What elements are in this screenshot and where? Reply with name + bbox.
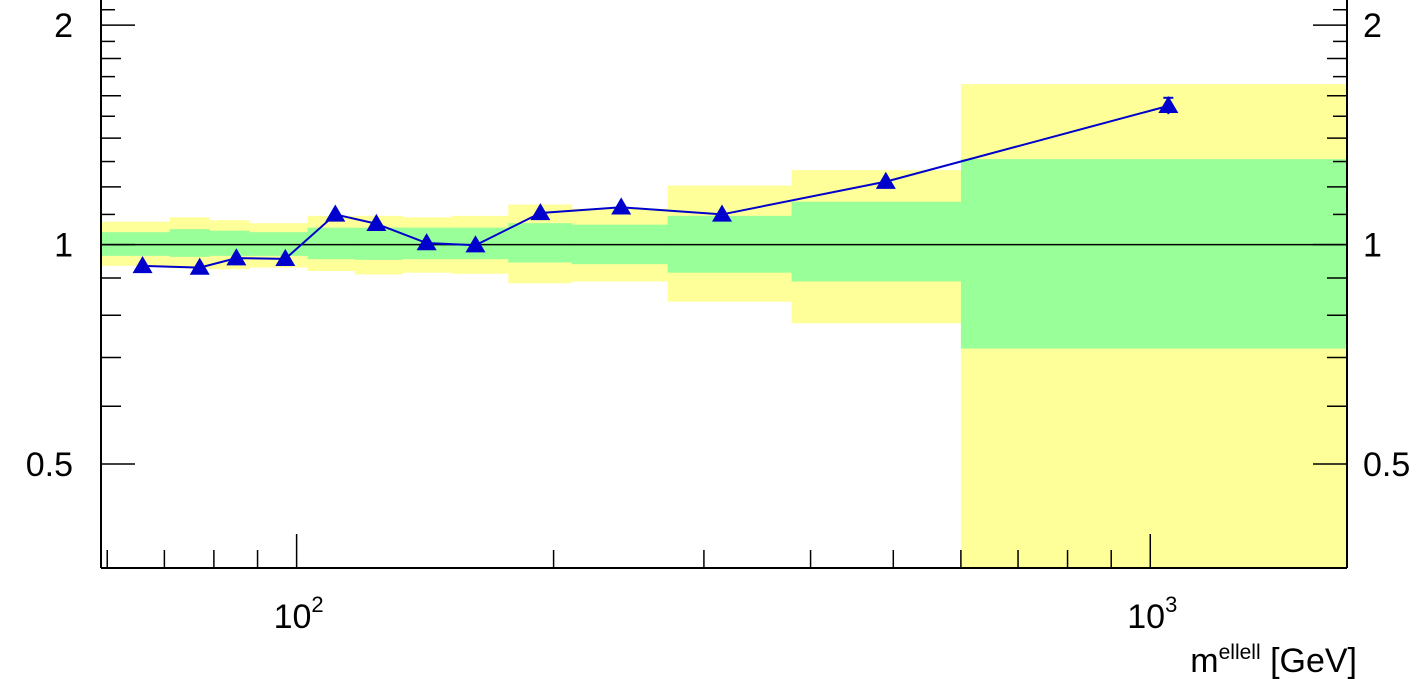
inner-band-bin-13 <box>960 159 1348 349</box>
x-axis-title-superscript: ellell <box>1219 641 1261 664</box>
x-tick-label-base: 10 <box>1127 598 1165 636</box>
y-tick-label-right: 1 <box>1363 227 1382 265</box>
x-tick-label-exponent: 2 <box>311 592 323 617</box>
x-tick-label: 102 <box>274 592 324 636</box>
data-point-marker <box>366 213 387 231</box>
data-point-marker <box>712 204 733 222</box>
data-series <box>132 95 1179 275</box>
inner-band-bin-12 <box>791 201 962 282</box>
x-tick-labels: 102 103 <box>274 592 1178 636</box>
data-point-marker <box>530 203 551 221</box>
axis-ticks <box>101 8 1347 568</box>
data-point-marker <box>465 235 486 253</box>
x-tick-label-base: 10 <box>274 598 312 636</box>
inner-band-bin-6 <box>354 227 403 260</box>
inner-band-bin-3 <box>209 230 250 256</box>
data-point-marker <box>875 171 896 189</box>
inner-band-bin-2 <box>169 229 210 257</box>
data-point-marker <box>416 233 437 251</box>
y-tick-label-left: 1 <box>54 227 73 265</box>
data-point-marker <box>325 204 346 222</box>
y-tick-labels: 0.5 0.5 1 1 2 2 <box>26 7 1411 484</box>
data-point-marker <box>132 255 153 274</box>
x-tick-label-exponent: 3 <box>1165 592 1177 617</box>
y-tick-label-right: 0.5 <box>1363 446 1410 484</box>
data-point-marker <box>226 248 247 266</box>
y-tick-label-left: 0.5 <box>26 446 73 484</box>
data-point-marker <box>611 197 632 215</box>
data-point-marker <box>1158 95 1179 114</box>
axes-frame <box>100 0 1348 569</box>
x-axis-title-base: m <box>1190 642 1218 679</box>
y-tick-label-left: 2 <box>54 7 73 45</box>
y-tick-label-right: 2 <box>1363 7 1382 45</box>
x-axis-title-unit: [GeV] <box>1261 642 1357 679</box>
x-tick-label: 103 <box>1127 592 1177 636</box>
x-axis-title: mellell [GeV] <box>1190 641 1357 679</box>
inner-band-bin-9 <box>508 223 573 263</box>
data-point-marker <box>275 248 296 267</box>
data-point-marker <box>189 257 210 275</box>
